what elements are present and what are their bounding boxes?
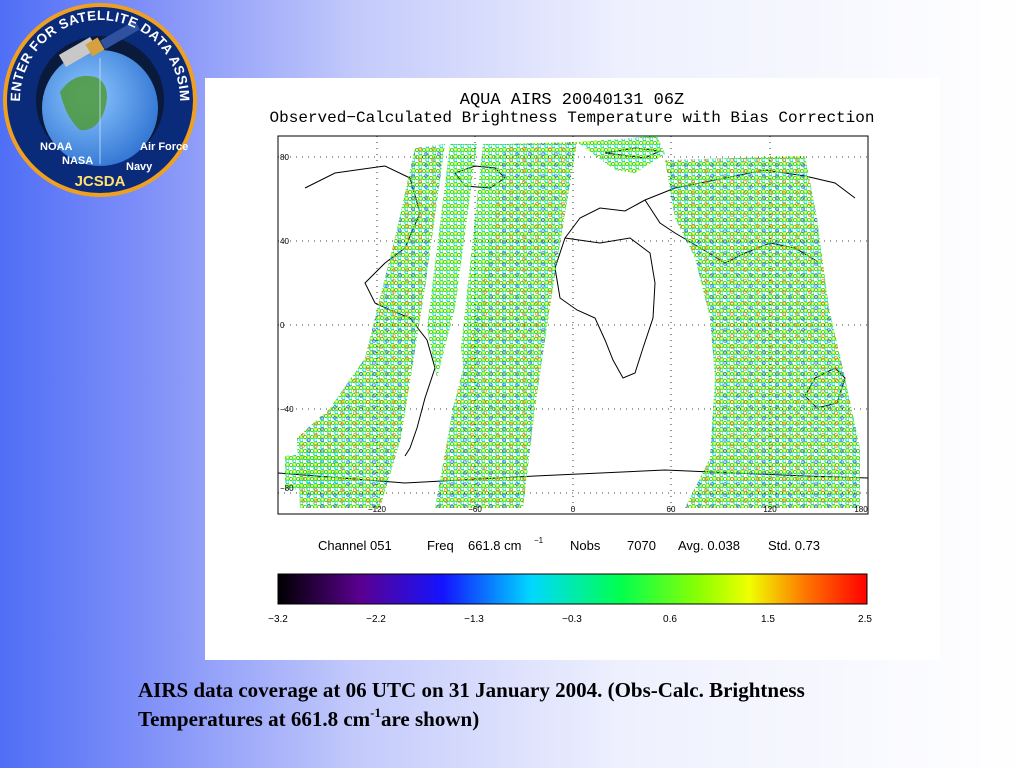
freq-exponent: −1 [534,536,544,545]
plot-title: AQUA AIRS 20040131 06Z [460,91,684,110]
colorbar-tick: −3.2 [268,614,288,625]
lat-tick: 80 [280,153,289,162]
caption-line-1: AIRS data coverage at 06 UTC on 31 Janua… [138,678,805,702]
avg-value: Avg. 0.038 [678,538,740,553]
lon-tick: −60 [468,505,482,514]
lon-tick: 0 [571,505,576,514]
satellite-icon [58,20,140,68]
svg-text:NOAA: NOAA [40,141,72,153]
lon-tick: 180 [854,505,868,514]
colorbar-tick: 2.5 [858,614,872,625]
colorbar-tick: −1.3 [464,614,484,625]
svg-text:NASA: NASA [62,155,93,167]
plot-subtitle: Observed−Calculated Brightness Temperatu… [270,109,875,127]
nobs-value: 7070 [627,538,656,553]
svg-text:Air Force: Air Force [140,141,188,153]
map-figure: AQUA AIRS 20040131 06Z Observed−Calculat… [268,91,875,625]
lat-tick: −40 [280,405,294,414]
nobs-label: Nobs [570,538,601,553]
plot-panel: AQUA AIRS 20040131 06Z Observed−Calculat… [205,78,940,660]
freq-label: Freq [427,538,454,553]
colorbar-tick: −0.3 [562,614,582,625]
lon-tick: 60 [667,505,676,514]
colorbar-tick: 0.6 [663,614,677,625]
caption-exponent: -1 [370,705,381,720]
caption-text-b: are shown) [380,707,480,731]
svg-text:Navy: Navy [126,161,153,173]
lat-tick: 40 [280,237,289,246]
freq-value: 661.8 cm [468,538,521,553]
channel-label: Channel 051 [318,538,392,553]
slide-caption: AIRS data coverage at 06 UTC on 31 Janua… [138,676,998,734]
graticule [278,136,868,514]
std-value: Std. 0.73 [768,538,820,553]
colorbar-tick: −2.2 [366,614,386,625]
lat-tick: 0 [280,321,285,330]
lon-tick: 120 [763,505,777,514]
jcsda-logo: JOINT CENTER FOR SATELLITE DATA ASSIMILA… [0,0,197,197]
colorbar-tick: 1.5 [761,614,775,625]
caption-line-2: Temperatures at 661.8 cm-1are shown) [138,705,998,734]
caption-text-a: Temperatures at 661.8 cm [138,707,371,731]
lon-tick: −120 [368,505,387,514]
svg-text:JCSDA: JCSDA [75,173,126,190]
lat-tick: −80 [280,484,294,493]
map-area [278,136,868,514]
colorbar [277,573,868,605]
